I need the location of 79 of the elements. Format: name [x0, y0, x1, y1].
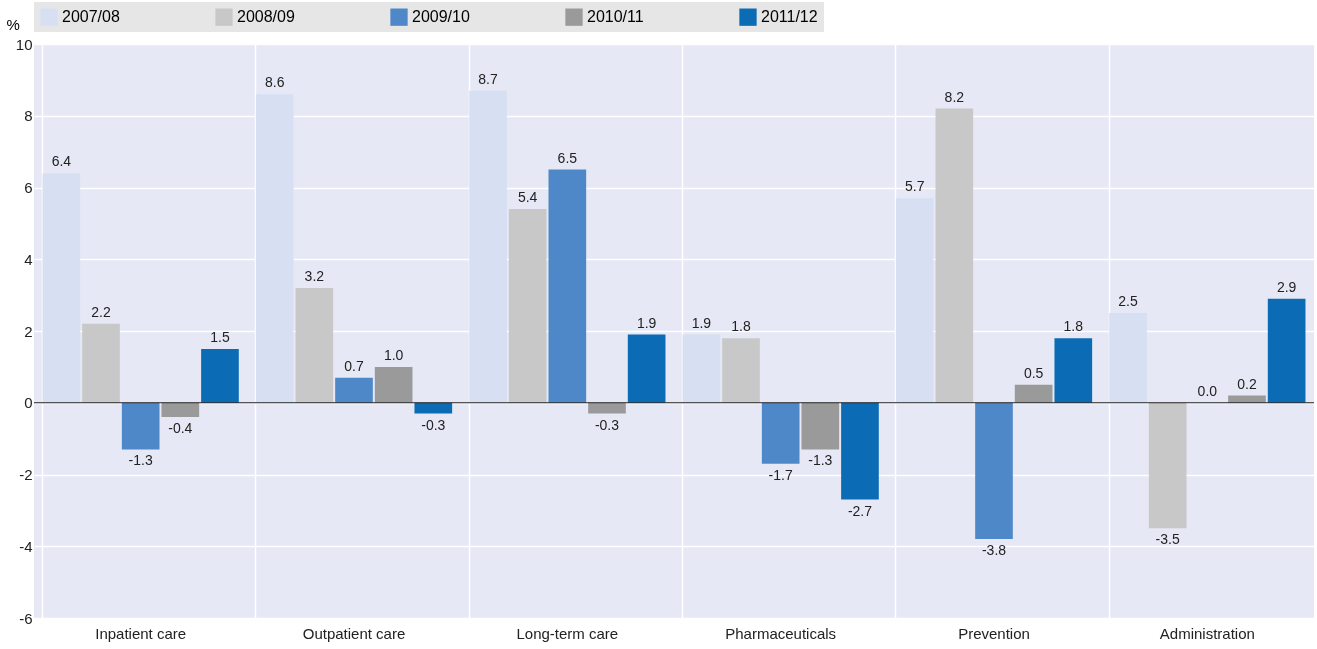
- legend-label: 2007/08: [62, 8, 120, 26]
- data-label: 1.0: [383, 346, 404, 363]
- data-label: -0.3: [421, 416, 446, 433]
- y-axis-title: %: [6, 15, 20, 33]
- data-label: -2.7: [847, 502, 873, 519]
- bar: [201, 348, 239, 403]
- data-label: 0.7: [344, 357, 364, 374]
- y-tick-label: 4: [24, 250, 33, 268]
- legend-label: 2011/12: [761, 8, 818, 26]
- bar: [508, 209, 547, 403]
- data-label: -0.4: [168, 420, 193, 437]
- data-label: 1.8: [731, 318, 751, 335]
- bar: [801, 402, 840, 450]
- y-tick-label: -2: [19, 466, 33, 483]
- data-label: 0.2: [1237, 375, 1257, 392]
- bar: [374, 366, 413, 403]
- bar: [255, 94, 294, 403]
- data-label: 6.5: [557, 149, 578, 166]
- bar: [588, 402, 626, 414]
- data-label: 0.0: [1197, 382, 1218, 399]
- y-tick-label: -4: [19, 537, 33, 555]
- data-label: -0.3: [594, 416, 620, 433]
- data-label: 3.2: [304, 267, 325, 284]
- bar: [295, 287, 334, 403]
- bar: [722, 338, 760, 403]
- y-tick-label: 10: [15, 35, 33, 53]
- bar: [1109, 313, 1147, 403]
- data-label: 5.7: [904, 178, 925, 195]
- data-label: 8.2: [944, 88, 965, 105]
- x-tick-label: Inpatient care: [95, 624, 187, 642]
- y-tick-label: 2: [24, 322, 33, 340]
- data-label: -1.3: [808, 452, 833, 469]
- x-tick-label: Prevention: [958, 624, 1030, 642]
- legend-label: 2008/09: [237, 8, 295, 26]
- data-label: 2.9: [1276, 278, 1297, 295]
- bar: [82, 323, 120, 403]
- x-tick-label: Outpatient care: [302, 624, 406, 642]
- bar: [121, 402, 160, 450]
- bar: [1267, 298, 1306, 403]
- bar: [1148, 402, 1187, 529]
- bar: [335, 377, 373, 403]
- y-tick-label: 6: [24, 179, 33, 196]
- data-label: -1.3: [128, 452, 153, 469]
- bar: [975, 402, 1013, 540]
- data-label: 6.4: [51, 153, 72, 170]
- data-label: 2.2: [91, 303, 111, 320]
- data-label: -3.8: [981, 542, 1007, 559]
- bar: [895, 198, 934, 403]
- bar: [161, 402, 200, 418]
- bar: [42, 173, 81, 403]
- legend-label: 2009/10: [412, 8, 470, 26]
- bar: [414, 402, 453, 414]
- bar: [1014, 384, 1053, 403]
- bar: [761, 402, 800, 464]
- data-label: 1.9: [691, 314, 712, 331]
- data-label: 0.5: [1023, 364, 1044, 381]
- y-tick-label: -6: [19, 609, 33, 627]
- data-label: 1.9: [636, 314, 657, 331]
- x-tick-label: Administration: [1159, 624, 1255, 642]
- bar: [841, 402, 879, 500]
- x-tick-label: Pharmaceuticals: [725, 624, 837, 642]
- bar: [469, 90, 507, 403]
- data-label: 8.6: [264, 74, 285, 91]
- x-tick-label: Long-term care: [516, 624, 619, 642]
- y-tick-label: 0: [24, 394, 33, 412]
- bar: [1054, 338, 1093, 403]
- legend-label: 2010/11: [587, 8, 644, 26]
- data-label: -1.7: [768, 466, 793, 483]
- data-label: 8.7: [478, 70, 498, 87]
- bar: [935, 108, 974, 403]
- data-label: 5.4: [517, 189, 538, 206]
- bar: [627, 334, 666, 403]
- y-tick-label: 8: [24, 107, 33, 125]
- data-label: 1.8: [1063, 318, 1084, 335]
- bar: [548, 169, 587, 403]
- data-label: 2.5: [1118, 293, 1138, 310]
- bar: [682, 334, 721, 403]
- data-label: 1.5: [210, 328, 230, 345]
- data-label: -3.5: [1155, 531, 1180, 548]
